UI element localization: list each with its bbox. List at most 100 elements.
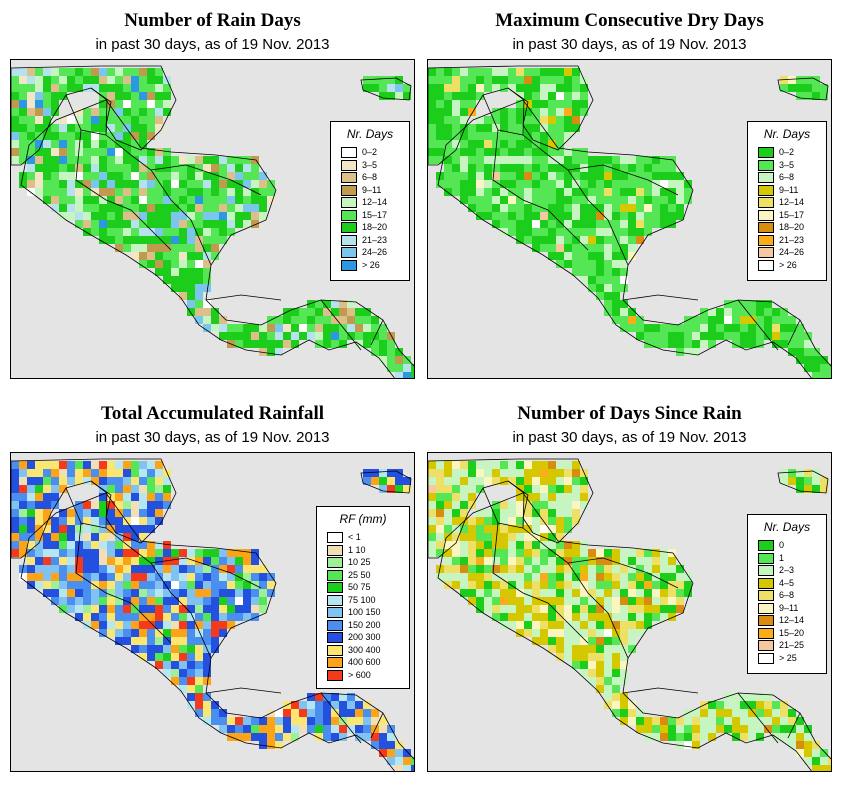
legend-label: > 26 xyxy=(362,259,380,270)
coastline xyxy=(437,99,831,378)
legend-label: 4–5 xyxy=(779,577,795,588)
panel-title: Number of Days Since Rain xyxy=(517,403,742,424)
legend-swatch xyxy=(341,222,357,233)
legend-swatch xyxy=(341,259,357,271)
legend-label: 21–23 xyxy=(362,234,388,245)
legend-swatch xyxy=(758,540,774,551)
legend-title: Nr. Days xyxy=(763,127,811,141)
country-border xyxy=(522,134,629,266)
map-max-dry-days xyxy=(427,59,832,379)
country-border xyxy=(75,129,172,251)
legend-swatch xyxy=(758,147,774,158)
legend-swatch xyxy=(327,569,343,581)
legend-swatch xyxy=(341,234,357,246)
legend-swatch xyxy=(327,619,343,631)
legend-max-dry-days: Nr. Days 0–2 3–5 6–8 9–11 12–14 15–17 18–20 21–… xyxy=(747,121,827,281)
legend-swatch xyxy=(327,657,343,668)
legend-label: 21–23 xyxy=(779,234,805,245)
country-border xyxy=(787,712,801,739)
coastline xyxy=(360,77,412,101)
panel-max-dry-days: Maximum Consecutive Dry Days in past 30 … xyxy=(427,0,832,385)
panel-title: Maximum Consecutive Dry Days xyxy=(495,10,764,31)
country-border xyxy=(737,299,779,351)
coastline xyxy=(20,99,414,378)
panel-subtitle: in past 30 days, as of 19 Nov. 2013 xyxy=(512,36,747,53)
panel-total-rainfall: Total Accumulated Rainfall in past 30 da… xyxy=(10,393,415,778)
legend-swatch xyxy=(758,172,774,183)
legend-label: 12–14 xyxy=(779,197,805,207)
legend-swatch xyxy=(341,159,357,171)
legend-rain-days: Nr. Days 0–2 3–5 6–8 9–11 12–14 15–17 18–20 21–… xyxy=(330,121,410,281)
country-border xyxy=(787,319,801,346)
country-border xyxy=(75,522,172,644)
legend-swatch xyxy=(758,209,774,221)
legend-label: > 25 xyxy=(779,652,797,663)
legend-label: 3–5 xyxy=(779,159,795,170)
legend-swatch xyxy=(758,615,774,626)
legend-swatch xyxy=(758,184,774,196)
legend-swatch xyxy=(327,644,343,656)
legend-swatch xyxy=(758,197,774,208)
legend-label: 9–11 xyxy=(779,184,799,195)
legend-label: < 1 xyxy=(348,532,361,542)
legend-swatch xyxy=(758,627,774,639)
country-border xyxy=(150,557,262,589)
legend-swatch xyxy=(327,582,343,593)
country-border xyxy=(205,687,282,694)
legend-swatch xyxy=(758,602,774,614)
legend-label: 1 10 xyxy=(348,544,366,555)
legend-label: 6–8 xyxy=(362,172,378,182)
legend-swatch xyxy=(758,552,774,564)
legend-label: 100 150 xyxy=(348,607,381,617)
legend-swatch xyxy=(341,197,357,208)
legend-swatch xyxy=(327,557,343,568)
legend-swatch xyxy=(341,184,357,196)
map-grid xyxy=(11,458,414,771)
country-border xyxy=(320,692,362,744)
legend-label: 21–25 xyxy=(779,640,805,650)
legend-label: 18–20 xyxy=(779,222,805,232)
legend-swatch xyxy=(341,147,357,158)
map-grid xyxy=(428,458,831,771)
legend-label: 24–26 xyxy=(779,247,805,257)
legend-label: 50 75 xyxy=(348,582,371,592)
legend-label: 200 300 xyxy=(348,632,381,642)
legend-label: 15–17 xyxy=(779,209,805,220)
legend-swatch xyxy=(341,247,357,258)
legend-swatch xyxy=(758,565,774,576)
coastline xyxy=(777,470,829,494)
legend-swatch xyxy=(758,247,774,258)
country-border xyxy=(105,134,212,266)
legend-label: 150 200 xyxy=(348,619,381,630)
country-border xyxy=(522,527,629,659)
legend-label: 10 25 xyxy=(348,557,371,567)
legend-label: 25 50 xyxy=(348,569,371,580)
legend-title: Nr. Days xyxy=(763,520,811,534)
legend-swatch xyxy=(758,259,774,271)
legend-swatch xyxy=(341,172,357,183)
legend-swatch xyxy=(327,544,343,556)
panel-subtitle: in past 30 days, as of 19 Nov. 2013 xyxy=(95,429,330,446)
coastline xyxy=(777,77,829,101)
legend-swatch xyxy=(758,652,774,664)
legend-label: 300 400 xyxy=(348,644,381,655)
legend-label: 12–14 xyxy=(779,615,805,625)
legend-swatch xyxy=(327,532,343,543)
country-border xyxy=(567,164,679,196)
legend-label: 6–8 xyxy=(779,172,795,182)
coastline xyxy=(428,65,594,166)
legend-label: 6–8 xyxy=(779,590,795,600)
country-border xyxy=(622,687,699,694)
country-border xyxy=(205,294,282,301)
country-border xyxy=(105,527,212,659)
coastline xyxy=(11,65,177,166)
panel-title: Total Accumulated Rainfall xyxy=(100,403,325,424)
country-border xyxy=(492,129,589,251)
country-border xyxy=(150,164,262,196)
coastline xyxy=(20,492,414,771)
country-border xyxy=(737,692,779,744)
legend-label: 12–14 xyxy=(362,197,388,207)
country-border xyxy=(492,522,589,644)
legend-days-since-rain: Nr. Days 0 1 2–3 4–5 6–8 9–11 12–14 15–20 21–25 >… xyxy=(747,514,827,674)
legend-title: Nr. Days xyxy=(346,127,394,141)
